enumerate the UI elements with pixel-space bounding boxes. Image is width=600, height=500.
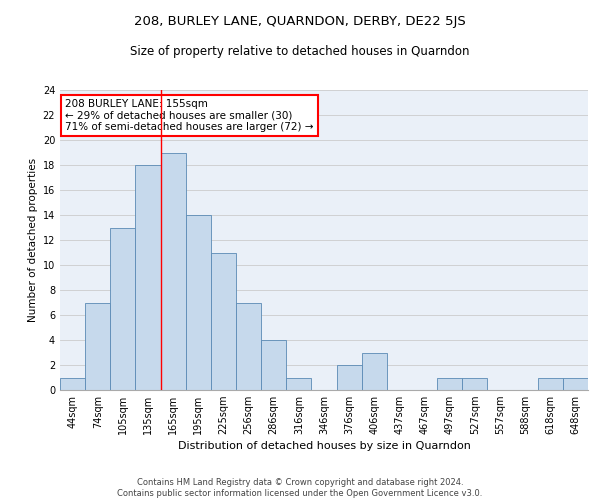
Text: Size of property relative to detached houses in Quarndon: Size of property relative to detached ho… <box>130 45 470 58</box>
Bar <box>563 378 588 390</box>
Bar <box>211 252 236 390</box>
Bar <box>110 228 136 390</box>
Bar <box>60 378 85 390</box>
Bar <box>337 365 362 390</box>
Bar <box>437 378 462 390</box>
Text: 208, BURLEY LANE, QUARNDON, DERBY, DE22 5JS: 208, BURLEY LANE, QUARNDON, DERBY, DE22 … <box>134 15 466 28</box>
Bar <box>161 152 186 390</box>
Text: 208 BURLEY LANE: 155sqm
← 29% of detached houses are smaller (30)
71% of semi-de: 208 BURLEY LANE: 155sqm ← 29% of detache… <box>65 99 314 132</box>
Bar <box>186 215 211 390</box>
Bar <box>136 165 161 390</box>
Bar <box>286 378 311 390</box>
Bar <box>462 378 487 390</box>
Bar <box>236 302 261 390</box>
Y-axis label: Number of detached properties: Number of detached properties <box>28 158 38 322</box>
X-axis label: Distribution of detached houses by size in Quarndon: Distribution of detached houses by size … <box>178 442 470 452</box>
Bar <box>261 340 286 390</box>
Bar <box>85 302 110 390</box>
Bar <box>362 352 387 390</box>
Bar <box>538 378 563 390</box>
Text: Contains HM Land Registry data © Crown copyright and database right 2024.
Contai: Contains HM Land Registry data © Crown c… <box>118 478 482 498</box>
